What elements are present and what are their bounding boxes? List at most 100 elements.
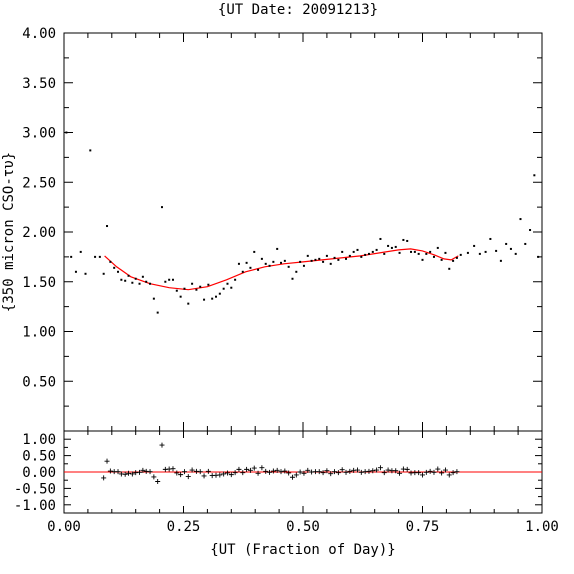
data-point xyxy=(272,260,275,263)
residual-point xyxy=(228,472,234,478)
residual-point xyxy=(232,470,238,476)
data-point xyxy=(230,286,233,289)
residual-point xyxy=(126,470,132,476)
x-tick-label: 1.00 xyxy=(525,519,559,535)
residual-point xyxy=(267,469,273,475)
data-point xyxy=(171,278,174,281)
data-point xyxy=(84,272,87,275)
data-point xyxy=(109,260,112,263)
y-axis-label: {350 micron CSO-τυ} xyxy=(1,152,17,312)
data-point xyxy=(187,302,190,305)
residual-point xyxy=(320,470,326,476)
data-point xyxy=(141,275,144,278)
data-point xyxy=(318,257,321,260)
data-point xyxy=(131,281,134,284)
residual-point xyxy=(435,466,441,472)
residual-point xyxy=(347,468,353,474)
data-point xyxy=(417,252,420,255)
data-point xyxy=(302,264,305,267)
data-point xyxy=(98,255,101,258)
data-point xyxy=(222,287,225,290)
residual-point xyxy=(297,469,303,475)
residual-point xyxy=(339,467,345,473)
data-point xyxy=(413,250,416,253)
residual-point xyxy=(151,474,157,480)
residual-point xyxy=(244,466,250,472)
residual-point xyxy=(423,469,429,475)
data-point xyxy=(291,277,294,280)
chart-title: {UT Date: 20091213} xyxy=(218,2,378,18)
residual-point xyxy=(270,468,276,474)
x-tick-label: 0.75 xyxy=(406,519,440,535)
residual-point xyxy=(251,465,257,471)
data-point xyxy=(524,242,527,245)
data-point xyxy=(383,252,386,255)
data-point xyxy=(459,253,462,256)
data-point xyxy=(325,254,328,257)
residual-point xyxy=(324,468,330,474)
data-point xyxy=(452,259,455,262)
residual-point xyxy=(305,467,311,473)
data-point xyxy=(241,270,244,273)
data-point xyxy=(436,246,439,249)
data-point xyxy=(341,250,344,253)
residual-point xyxy=(370,468,376,474)
data-point xyxy=(245,261,248,264)
residual-point xyxy=(366,468,372,474)
residual-point xyxy=(221,471,227,477)
data-point xyxy=(183,287,186,290)
residual-point xyxy=(427,468,433,474)
data-point xyxy=(280,261,283,264)
data-point xyxy=(234,278,237,281)
data-point xyxy=(306,254,309,257)
data-point xyxy=(333,256,336,259)
data-point xyxy=(191,282,194,285)
data-point xyxy=(127,274,130,277)
data-point xyxy=(484,250,487,253)
x-tick-label: 0.50 xyxy=(286,519,320,535)
residual-point xyxy=(335,470,341,476)
residual-point xyxy=(263,468,269,474)
data-point xyxy=(268,264,271,267)
residual-point xyxy=(159,442,165,448)
data-point xyxy=(70,255,73,258)
y-tick-label: 4.00 xyxy=(22,26,56,42)
residual-point xyxy=(381,470,387,476)
residual-point xyxy=(115,469,121,475)
residual-point xyxy=(259,465,265,471)
data-point xyxy=(237,262,240,265)
residual-point xyxy=(358,469,364,475)
x-tick-label: 0.00 xyxy=(47,519,81,535)
data-point xyxy=(149,282,152,285)
data-point xyxy=(495,249,498,252)
residual-point xyxy=(185,474,191,480)
residual-point xyxy=(450,470,456,476)
data-point xyxy=(152,297,155,300)
data-point xyxy=(283,259,286,262)
residual-point xyxy=(217,472,223,478)
data-point xyxy=(440,258,443,261)
residual-point xyxy=(101,475,107,481)
data-point xyxy=(345,257,348,260)
data-point xyxy=(371,250,374,253)
data-point xyxy=(322,260,325,263)
residual-point xyxy=(439,470,445,476)
residual-point xyxy=(274,467,280,473)
data-points xyxy=(65,131,540,314)
data-point xyxy=(387,244,390,247)
data-point xyxy=(466,251,469,254)
data-point xyxy=(249,266,252,269)
residual-point xyxy=(404,466,410,472)
residual-point xyxy=(104,458,110,464)
data-point xyxy=(473,244,476,247)
residual-point xyxy=(420,472,425,478)
data-point xyxy=(509,247,512,250)
data-point xyxy=(257,268,260,271)
residual-point xyxy=(416,470,422,476)
data-point xyxy=(299,260,302,263)
residual-point xyxy=(328,471,334,477)
data-point xyxy=(145,280,148,283)
data-point xyxy=(120,278,123,281)
fit-curve-line xyxy=(104,248,459,291)
main-y-axis: 0.50 1.00 1.50 2.00 2.50 3.00 3.50 4.00 xyxy=(22,26,542,407)
